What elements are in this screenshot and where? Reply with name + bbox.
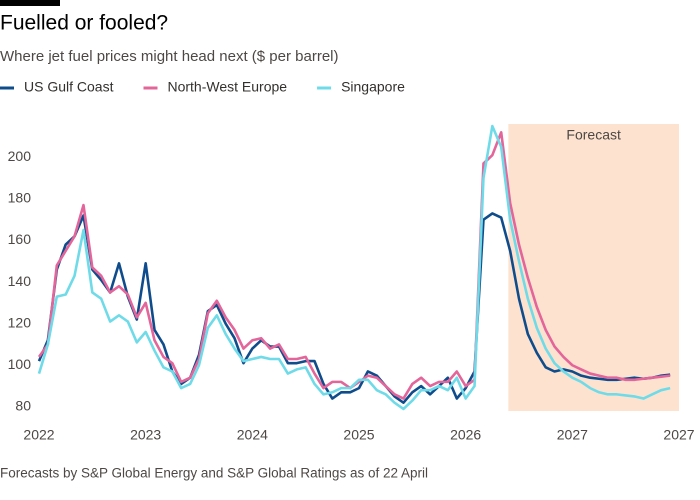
forecast-region <box>508 124 679 411</box>
x-tick-label: 2024 <box>237 427 268 443</box>
series-line <box>37 212 671 404</box>
legend-label: Singapore <box>341 79 405 95</box>
x-tick-label: 2027 <box>557 427 588 443</box>
y-tick-label: 140 <box>8 273 32 289</box>
x-tick-label: 2022 <box>23 427 54 443</box>
y-tick-label: 160 <box>8 231 32 247</box>
x-tick-label: 2026 <box>450 427 481 443</box>
forecast-label: Forecast <box>566 127 621 143</box>
chart-title: Fuelled or fooled? <box>0 12 168 35</box>
y-tick-label: 120 <box>8 314 32 330</box>
x-tick-label: 2027 <box>663 427 694 443</box>
source-note: Forecasts by S&P Global Energy and S&P G… <box>0 466 428 481</box>
series-line <box>37 124 671 411</box>
x-tick-label: 2023 <box>130 427 161 443</box>
y-tick-label: 100 <box>8 356 32 372</box>
legend-label: US Gulf Coast <box>24 79 114 95</box>
y-tick-label: 180 <box>8 190 32 206</box>
legend-label: North-West Europe <box>167 79 287 95</box>
chart-subtitle: Where jet fuel prices might head next ($… <box>0 48 339 65</box>
y-tick-label: 80 <box>15 398 31 414</box>
y-tick-label: 200 <box>8 148 32 164</box>
x-tick-label: 2025 <box>343 427 374 443</box>
brand-bar <box>0 0 60 6</box>
